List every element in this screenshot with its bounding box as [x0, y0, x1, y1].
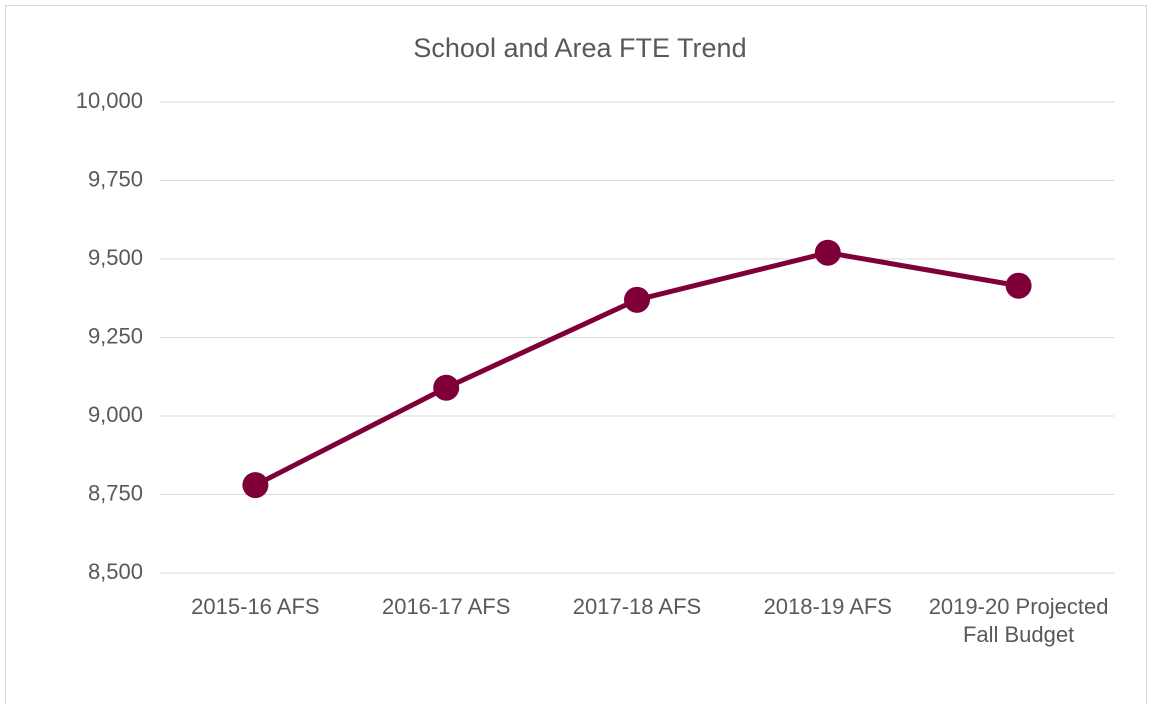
y-tick-label: 9,500: [88, 245, 143, 270]
x-tick-label: 2019-20 Projected Fall Budget: [928, 594, 1109, 647]
y-tick-label: 9,750: [88, 166, 143, 191]
data-point: [433, 374, 460, 401]
x-tick-label: 2015-16 AFS: [191, 594, 320, 619]
chart-border: [5, 5, 1147, 704]
x-tick-label: 2016-17 AFS: [381, 594, 511, 619]
y-tick-label: 9,250: [88, 323, 143, 348]
data-point: [624, 286, 650, 313]
chart-title: School and Area FTE Trend: [413, 33, 746, 63]
y-tick-label: 8,750: [88, 480, 143, 505]
data-point: [814, 239, 841, 266]
y-tick-label: 10,000: [76, 88, 143, 113]
data-point: [1005, 272, 1032, 299]
x-tick-label: 2018-19 AFS: [763, 594, 892, 619]
y-tick-label: 8,500: [88, 559, 143, 584]
x-tick-label: 2017-18 AFS: [572, 594, 702, 619]
y-tick-label: 9,000: [88, 402, 143, 427]
data-point: [242, 472, 269, 499]
